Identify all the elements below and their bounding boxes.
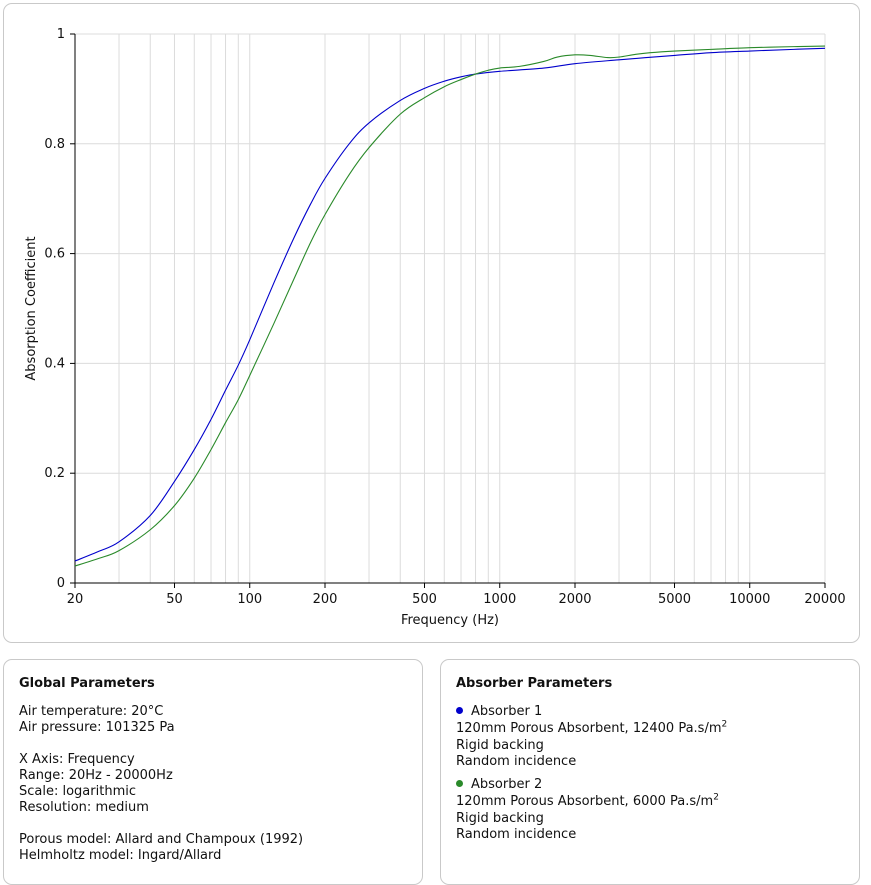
air-pressure: Air pressure: 101325 Pa — [19, 720, 175, 735]
absorber-2-backing: Rigid backing — [456, 811, 544, 826]
absorber-2-description: 120mm Porous Absorbent, 6000 Pa.s/m2 — [456, 792, 719, 809]
global-parameters-title: Global Parameters — [19, 676, 155, 691]
absorber-1-heading: Absorber 1 — [456, 704, 542, 720]
absorption-chart: 0 0.2 0.4 0.6 0.8 1 20 50 100 200 500 1000 2000 5000 1… — [24, 27, 846, 628]
absorber-2-color-dot — [456, 780, 463, 787]
x-tick-label: 20000 — [804, 592, 845, 607]
series-line-absorber-1 — [74, 47, 826, 562]
absorber-1-backing: Rigid backing — [456, 738, 544, 753]
y-tick-label: 1 — [57, 27, 65, 42]
helmholtz-model: Helmholtz model: Ingard/Allard — [19, 848, 222, 863]
x-tick-label: 200 — [313, 592, 338, 607]
x-tick-label: 50 — [166, 592, 183, 607]
y-tick-label: 0 — [57, 576, 65, 591]
chart-panel: 0 0.2 0.4 0.6 0.8 1 20 50 100 200 500 1000 2000 5000 1… — [3, 3, 860, 643]
x-axis-label: Frequency (Hz) — [401, 613, 499, 628]
x-tick-label: 10000 — [729, 592, 770, 607]
absorber-1-color-dot — [456, 707, 463, 714]
x-tick-label: 1000 — [483, 592, 516, 607]
porous-model: Porous model: Allard and Champoux (1992) — [19, 832, 304, 847]
y-tick-label: 0.4 — [44, 356, 65, 371]
absorber-1-incidence: Random incidence — [456, 754, 577, 769]
air-temperature: Air temperature: 20°C — [19, 704, 164, 719]
absorber-2-incidence: Random incidence — [456, 827, 577, 842]
absorber-2-heading: Absorber 2 — [456, 777, 542, 793]
y-tick-label: 0.8 — [44, 137, 65, 152]
absorber-parameters-title: Absorber Parameters — [456, 676, 613, 691]
resolution-setting: Resolution: medium — [19, 800, 149, 815]
x-tick-label: 500 — [412, 592, 437, 607]
scale-setting: Scale: logarithmic — [19, 784, 136, 799]
global-parameters-panel: Global Parameters Air temperature: 20°C … — [3, 659, 423, 885]
absorber-1-description: 120mm Porous Absorbent, 12400 Pa.s/m2 — [456, 719, 728, 736]
x-axis-setting: X Axis: Frequency — [19, 752, 135, 767]
y-axis-label: Absorption Coefficient — [24, 236, 39, 380]
x-tick-label: 100 — [237, 592, 262, 607]
y-tick-label: 0.6 — [44, 247, 65, 262]
absorber-2-name: Absorber 2 — [471, 777, 543, 792]
absorber-1-name: Absorber 1 — [471, 704, 543, 719]
y-tick-label: 0.2 — [44, 466, 65, 481]
range-setting: Range: 20Hz - 20000Hz — [19, 768, 173, 783]
x-tick-label: 2000 — [558, 592, 591, 607]
x-tick-label: 20 — [67, 592, 84, 607]
absorber-parameters-panel: Absorber Parameters Absorber 1 120mm Por… — [440, 659, 860, 885]
x-tick-label: 5000 — [658, 592, 691, 607]
series-line-absorber-2 — [74, 45, 826, 567]
